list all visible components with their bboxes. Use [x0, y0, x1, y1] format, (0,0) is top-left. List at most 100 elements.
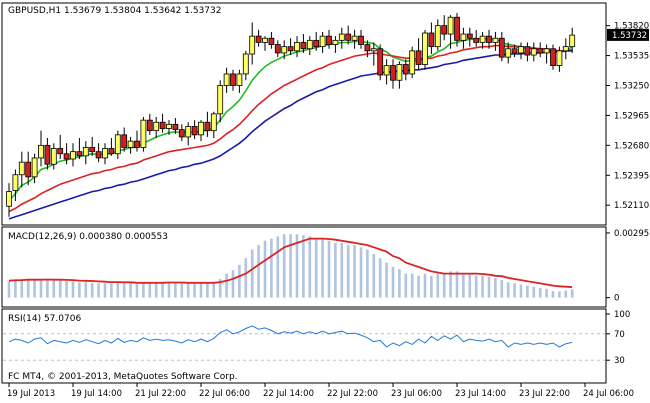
macd-signal-line: [8, 237, 573, 288]
candle: [50, 143, 57, 170]
candle: [556, 46, 563, 72]
macd-bar: [410, 273, 414, 298]
bear-candle-body: [63, 153, 70, 160]
candle: [498, 31, 505, 62]
macd-bar: [398, 269, 401, 298]
candle: [210, 111, 217, 138]
macd-bar: [378, 258, 382, 298]
candle: [530, 42, 537, 62]
bear-candle-body: [428, 32, 435, 48]
macd-bar: [449, 271, 452, 298]
macd-bar: [199, 283, 203, 298]
candle: [422, 29, 428, 70]
candle: [44, 138, 51, 170]
bear-candle-body: [121, 134, 128, 148]
bull-candle-body: [460, 33, 467, 41]
candle: [396, 61, 403, 89]
bear-candle-body: [486, 35, 492, 43]
bull-candle-body: [422, 32, 428, 65]
macd-bar: [308, 236, 312, 298]
candle: [345, 25, 352, 45]
candle: [370, 42, 377, 66]
candle: [460, 27, 467, 49]
candle: [230, 69, 236, 91]
macd-bar: [110, 283, 113, 298]
bear-candle-body: [498, 37, 505, 58]
candle: [31, 153, 38, 184]
bull-candle-body: [18, 161, 25, 176]
candle: [454, 13, 460, 47]
candle: [262, 36, 268, 51]
macd-bar: [494, 277, 497, 298]
ma-fast-line: [8, 37, 573, 202]
macd-histogram: [7, 234, 574, 298]
macd-bar: [487, 276, 491, 298]
bull-candle-body: [294, 42, 300, 52]
candle: [178, 124, 185, 142]
candle: [95, 143, 102, 163]
candle: [479, 31, 486, 49]
macd-bar: [404, 273, 408, 298]
candlesticks: [6, 13, 576, 217]
bull-candle-body: [140, 119, 147, 148]
candle: [351, 29, 358, 49]
bull-candle-body: [543, 48, 550, 54]
candle: [543, 44, 550, 64]
macd-bar: [20, 279, 24, 298]
bear-candle-body: [511, 48, 518, 54]
bull-candle-body: [447, 16, 454, 35]
bear-candle-body: [172, 123, 179, 130]
candle: [434, 19, 441, 51]
bear-candle-body: [108, 148, 115, 155]
bear-candle-body: [550, 48, 556, 66]
rsi-tick-label: 100: [614, 310, 630, 320]
bull-candle-body: [409, 50, 416, 75]
macd-bar: [564, 290, 568, 298]
bull-candle-body: [185, 126, 192, 138]
bull-candle-body: [332, 39, 339, 45]
macd-bar: [270, 238, 273, 298]
bull-candle-body: [370, 48, 377, 52]
rsi-panel-frame: [1, 308, 607, 384]
bull-candle-body: [562, 46, 569, 52]
macd-bar: [39, 279, 43, 298]
macd-bar: [186, 283, 190, 298]
macd-title: MACD(12,26,9) 0.000380 0.000553: [8, 232, 168, 242]
macd-bar: [122, 283, 126, 298]
candle: [390, 59, 396, 89]
bull-candle-body: [223, 73, 230, 86]
macd-bar: [302, 235, 305, 298]
candle: [537, 42, 544, 58]
bear-candle-body: [159, 121, 166, 129]
bull-candle-body: [383, 65, 390, 76]
time-tick-label: 21 Jul 22:00: [135, 389, 186, 399]
macd-bar: [545, 288, 548, 298]
macd-bar: [353, 245, 356, 298]
macd-bar: [391, 267, 395, 298]
macd-bar: [71, 281, 75, 298]
ma-mid-line: [8, 44, 573, 213]
macd-bar: [142, 283, 145, 298]
bear-candle-body: [44, 144, 51, 165]
macd-bar: [276, 236, 280, 298]
candle: [287, 38, 294, 56]
bear-candle-body: [287, 46, 294, 52]
candle: [428, 22, 435, 54]
macd-bar: [468, 273, 472, 298]
candle: [466, 27, 473, 47]
current-price-tag: 1.53732: [607, 28, 649, 41]
macd-bar: [551, 291, 555, 298]
macd-bar: [206, 283, 209, 298]
candle: [38, 130, 44, 167]
time-tick-label: 23 Jul 22:00: [519, 389, 570, 399]
rsi-title: RSI(14) 57.0706: [8, 314, 81, 324]
bull-candle-body: [38, 144, 44, 159]
candle: [505, 42, 512, 64]
bear-candle-body: [274, 44, 281, 54]
bull-candle-body: [153, 121, 160, 132]
bull-candle-body: [12, 174, 19, 191]
bull-candle-body: [338, 33, 345, 41]
candle: [313, 31, 320, 51]
rsi-polyline: [8, 325, 573, 348]
